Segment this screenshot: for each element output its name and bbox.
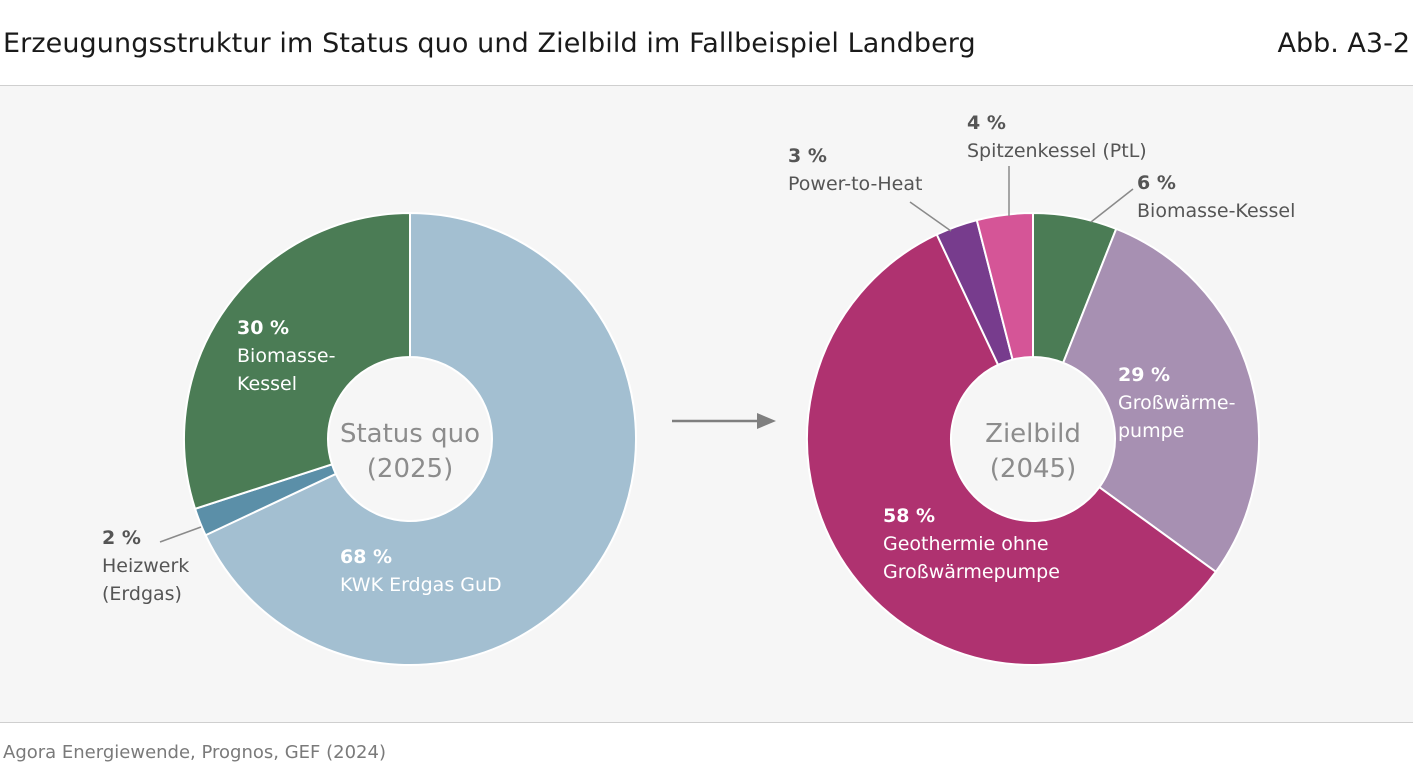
chart2-center-label: Zielbild (2045)	[985, 419, 1081, 484]
chart-title: Erzeugungsstruktur im Status quo und Zie…	[3, 28, 976, 59]
chart2-label-gwp-line-1: Großwärme-	[1118, 392, 1235, 414]
chart1-slice-kwk	[204, 211, 637, 666]
chart2-label-geothermie: 58 % Geothermie ohne Großwärmepumpe	[883, 505, 1060, 583]
chart1-label-heizwerk-line-1: Heizwerk	[102, 555, 189, 577]
chart2-slice-geothermie	[806, 233, 1218, 666]
chart2-label-spitzen-line-0: 4 %	[967, 112, 1006, 134]
chart2-center-label-line-0: Zielbild	[985, 419, 1081, 449]
donut-charts: Status quo (2025) 68 % KWK Erdgas GuD 2 % Hei…	[102, 112, 1295, 666]
chart1-label-kwk: 68 % KWK Erdgas GuD	[340, 546, 502, 596]
chart1-label-biomasse-line-1: Biomasse-	[237, 345, 335, 367]
figure-number: Abb. A3-2	[1277, 28, 1410, 59]
chart1-label-heizwerk-line-0: 2 %	[102, 527, 141, 549]
chart1-label-biomasse-line-2: Kessel	[237, 373, 297, 395]
chart1-center-label: Status quo (2025)	[340, 419, 480, 484]
chart2-label-pth-line-1: Power-to-Heat	[788, 173, 922, 195]
chart1-center-label-line-1: (2025)	[367, 454, 453, 484]
chart1-label-biomasse: 30 % Biomasse- Kessel	[237, 317, 335, 395]
chart2-slice-spitzen	[975, 211, 1034, 361]
chart2-label-gwp-line-2: pumpe	[1118, 420, 1184, 442]
chart2-label-spitzen: 4 % Spitzenkessel (PtL)	[967, 112, 1147, 162]
chart-panel: Status quo (2025) 68 % KWK Erdgas GuD 2 % Hei…	[0, 85, 1413, 723]
chart2-leader-biomasse	[1090, 188, 1134, 223]
transition-arrow-head	[757, 413, 776, 429]
chart1-center-label-line-0: Status quo	[340, 419, 480, 449]
chart2-label-biomasse-line-0: 6 %	[1137, 172, 1176, 194]
chart2-label-geothermie-line-0: 58 %	[883, 505, 935, 527]
chart2-label-geothermie-line-1: Geothermie ohne	[883, 533, 1049, 555]
chart1-label-kwk-line-0: 68 %	[340, 546, 392, 568]
chart1-label-kwk-line-1: KWK Erdgas GuD	[340, 574, 502, 596]
chart2-slice-gwp	[1061, 227, 1260, 574]
header: Erzeugungsstruktur im Status quo und Zie…	[0, 0, 1413, 84]
chart2-label-biomasse: 6 % Biomasse-Kessel	[1137, 172, 1295, 222]
chart1-label-heizwerk-line-2: (Erdgas)	[102, 583, 182, 605]
chart2-label-spitzen-line-1: Spitzenkessel (PtL)	[967, 140, 1147, 162]
chart2-center-label-line-1: (2045)	[990, 454, 1076, 484]
chart2-label-pth-line-0: 3 %	[788, 145, 827, 167]
source-note: Agora Energiewende, Prognos, GEF (2024)	[3, 742, 386, 763]
chart2-label-gwp: 29 % Großwärme-pumpe	[1118, 364, 1235, 442]
chart2-label-pth: 3 % Power-to-Heat	[788, 145, 922, 195]
chart1-leader-heizwerk	[159, 526, 202, 543]
chart2-label-gwp-line-0: 29 %	[1118, 364, 1170, 386]
chart1-label-heizwerk: 2 % Heizwerk (Erdgas)	[102, 527, 189, 605]
chart2-label-geothermie-line-2: Großwärmepumpe	[883, 561, 1060, 583]
chart1-label-biomasse-line-0: 30 %	[237, 317, 289, 339]
chart2-leader-pth	[909, 201, 952, 232]
chart1-slice-biomasse	[183, 211, 411, 511]
chart2-label-biomasse-line-1: Biomasse-Kessel	[1137, 200, 1295, 222]
